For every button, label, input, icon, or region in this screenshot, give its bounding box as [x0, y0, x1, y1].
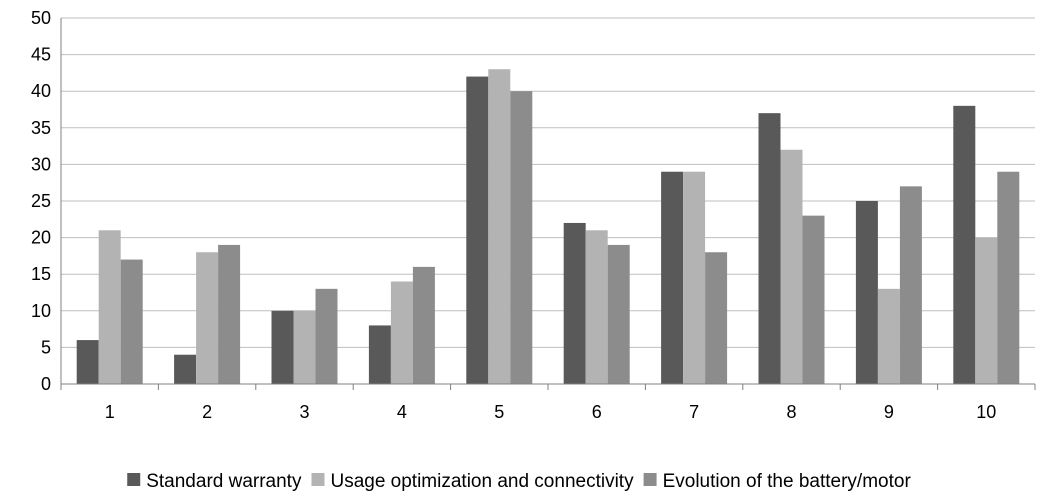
legend-swatch-2 [311, 473, 325, 486]
legend-label-1: Standard warranty [146, 471, 302, 492]
legend-item-3: Evolution of the battery/motor [643, 471, 912, 492]
x-tick-label-5: 5 [494, 402, 504, 422]
bar-series2-cat1 [98, 230, 121, 384]
bar-series1-cat3 [271, 310, 294, 384]
bar-series3-cat9 [899, 186, 922, 384]
y-tick-label-45: 45 [31, 45, 51, 65]
x-tick-label-9: 9 [884, 402, 894, 422]
x-tick-label-8: 8 [786, 402, 796, 422]
bar-series3-cat2 [218, 244, 241, 384]
bar-series1-cat6 [563, 222, 586, 384]
bar-series1-cat7 [661, 171, 684, 384]
bar-series2-cat2 [196, 252, 219, 384]
bar-series2-cat4 [390, 281, 413, 384]
bar-series3-cat3 [315, 288, 338, 384]
bar-series2-cat7 [683, 171, 706, 384]
y-tick-labels: 0 5 10 15 20 25 30 35 40 45 50 [31, 8, 51, 394]
y-tick-label-40: 40 [31, 81, 51, 101]
x-tick-label-10: 10 [976, 402, 996, 422]
x-tick-label-2: 2 [202, 402, 212, 422]
axes [60, 18, 1036, 390]
bar-series2-cat9 [877, 288, 900, 384]
y-tick-label-25: 25 [31, 191, 51, 211]
bar-series1-cat5 [466, 76, 489, 384]
bar-series3-cat7 [705, 252, 728, 384]
bar-series1-cat8 [758, 113, 781, 384]
legend-label-3: Evolution of the battery/motor [663, 471, 912, 492]
x-tick-label-6: 6 [592, 402, 602, 422]
bar-series2-cat6 [585, 230, 608, 384]
bars [76, 69, 1020, 385]
bar-series2-cat5 [488, 69, 511, 385]
bar-series2-cat3 [293, 310, 316, 384]
y-tick-label-20: 20 [31, 228, 51, 248]
bar-series1-cat4 [368, 325, 391, 384]
bar-series1-cat10 [953, 105, 976, 384]
bar-series3-cat4 [412, 266, 435, 384]
bar-series1-cat2 [174, 354, 197, 384]
y-tick-label-15: 15 [31, 264, 51, 284]
legend-item-2: Usage optimization and connectivity [311, 471, 634, 492]
x-tick-label-4: 4 [397, 402, 407, 422]
legend-swatch-3 [643, 473, 657, 486]
x-tick-label-3: 3 [299, 402, 309, 422]
bar-series3-cat10 [997, 171, 1020, 384]
y-tick-label-35: 35 [31, 118, 51, 138]
bar-series2-cat10 [975, 237, 998, 384]
y-tick-label-5: 5 [41, 337, 51, 357]
x-tick-label-1: 1 [105, 402, 115, 422]
legend-label-2: Usage optimization and connectivity [330, 471, 634, 492]
y-tick-label-50: 50 [31, 8, 51, 28]
bar-series3-cat1 [120, 259, 143, 384]
y-tick-label-30: 30 [31, 154, 51, 174]
x-tick-labels: 1 2 3 4 5 6 7 8 9 10 [105, 402, 997, 422]
y-tick-label-0: 0 [41, 374, 51, 394]
bar-series1-cat1 [76, 340, 99, 384]
y-tick-label-10: 10 [31, 301, 51, 321]
bar-series3-cat5 [510, 91, 533, 384]
legend-swatch-1 [127, 473, 141, 486]
legend-item-1: Standard warranty [127, 471, 302, 492]
legend: Standard warranty Usage optimization and … [127, 471, 911, 492]
x-tick-label-7: 7 [689, 402, 699, 422]
bar-series3-cat6 [607, 244, 630, 384]
bar-series1-cat9 [855, 201, 878, 384]
bar-series3-cat8 [802, 215, 825, 384]
bar-series2-cat8 [780, 149, 803, 384]
